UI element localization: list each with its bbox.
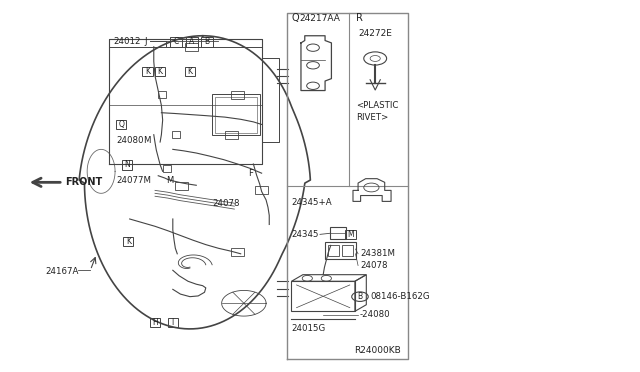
Text: K: K <box>188 67 193 76</box>
Text: Q: Q <box>291 13 299 23</box>
Bar <box>172 131 180 138</box>
Text: 24077M: 24077M <box>116 176 151 185</box>
Text: -24080: -24080 <box>360 311 390 320</box>
Bar <box>175 182 188 190</box>
Text: M: M <box>166 176 173 185</box>
Bar <box>231 91 244 99</box>
Text: M: M <box>347 230 354 239</box>
Text: 24015G: 24015G <box>291 324 326 333</box>
Bar <box>325 242 356 259</box>
Bar <box>124 237 134 247</box>
Bar <box>186 37 198 47</box>
Text: A: A <box>189 38 195 46</box>
Text: 24272E: 24272E <box>358 29 392 38</box>
Text: 24345: 24345 <box>291 230 319 239</box>
Text: 24381M: 24381M <box>360 249 395 258</box>
Text: 24078: 24078 <box>360 261 387 270</box>
Bar <box>346 230 356 239</box>
Text: I: I <box>172 318 174 327</box>
Bar <box>330 227 346 239</box>
Text: FRONT: FRONT <box>65 177 102 187</box>
Text: 08146-B162G: 08146-B162G <box>370 292 429 301</box>
Bar <box>225 131 237 139</box>
Text: 24345+A: 24345+A <box>291 198 332 207</box>
Text: R24000KB: R24000KB <box>354 346 401 355</box>
Bar <box>155 67 165 76</box>
Text: B: B <box>357 292 362 301</box>
Text: B: B <box>205 38 210 46</box>
Text: K: K <box>145 67 150 76</box>
Text: 24217AA: 24217AA <box>300 14 340 23</box>
Text: 24012: 24012 <box>113 37 141 46</box>
Text: K: K <box>157 67 163 76</box>
Bar <box>328 246 339 256</box>
Text: 24078: 24078 <box>212 199 239 208</box>
Bar <box>212 94 260 135</box>
Bar <box>186 43 198 51</box>
Bar <box>342 246 353 256</box>
Text: H: H <box>152 318 158 327</box>
Text: C: C <box>173 38 179 46</box>
Bar <box>185 67 195 76</box>
Text: J: J <box>144 37 147 46</box>
Text: K: K <box>126 237 131 246</box>
Bar <box>170 37 182 47</box>
Bar <box>157 91 166 98</box>
Bar <box>202 37 212 47</box>
Text: RIVET>: RIVET> <box>356 113 388 122</box>
Bar <box>168 318 178 327</box>
Bar <box>255 186 268 194</box>
Bar <box>163 165 171 172</box>
Bar <box>116 120 127 129</box>
Text: N: N <box>124 160 130 169</box>
Bar <box>231 248 244 256</box>
Text: M: M <box>143 137 151 145</box>
Text: F: F <box>248 169 253 179</box>
Bar <box>142 67 152 76</box>
Bar <box>215 97 257 133</box>
Text: 24167A: 24167A <box>45 266 79 276</box>
Text: 24080: 24080 <box>116 137 144 145</box>
Text: <PLASTIC: <PLASTIC <box>356 101 399 110</box>
Text: Q: Q <box>118 120 124 129</box>
Bar <box>122 160 132 170</box>
Bar <box>291 281 355 311</box>
Text: R: R <box>356 13 363 23</box>
Bar <box>150 318 160 327</box>
